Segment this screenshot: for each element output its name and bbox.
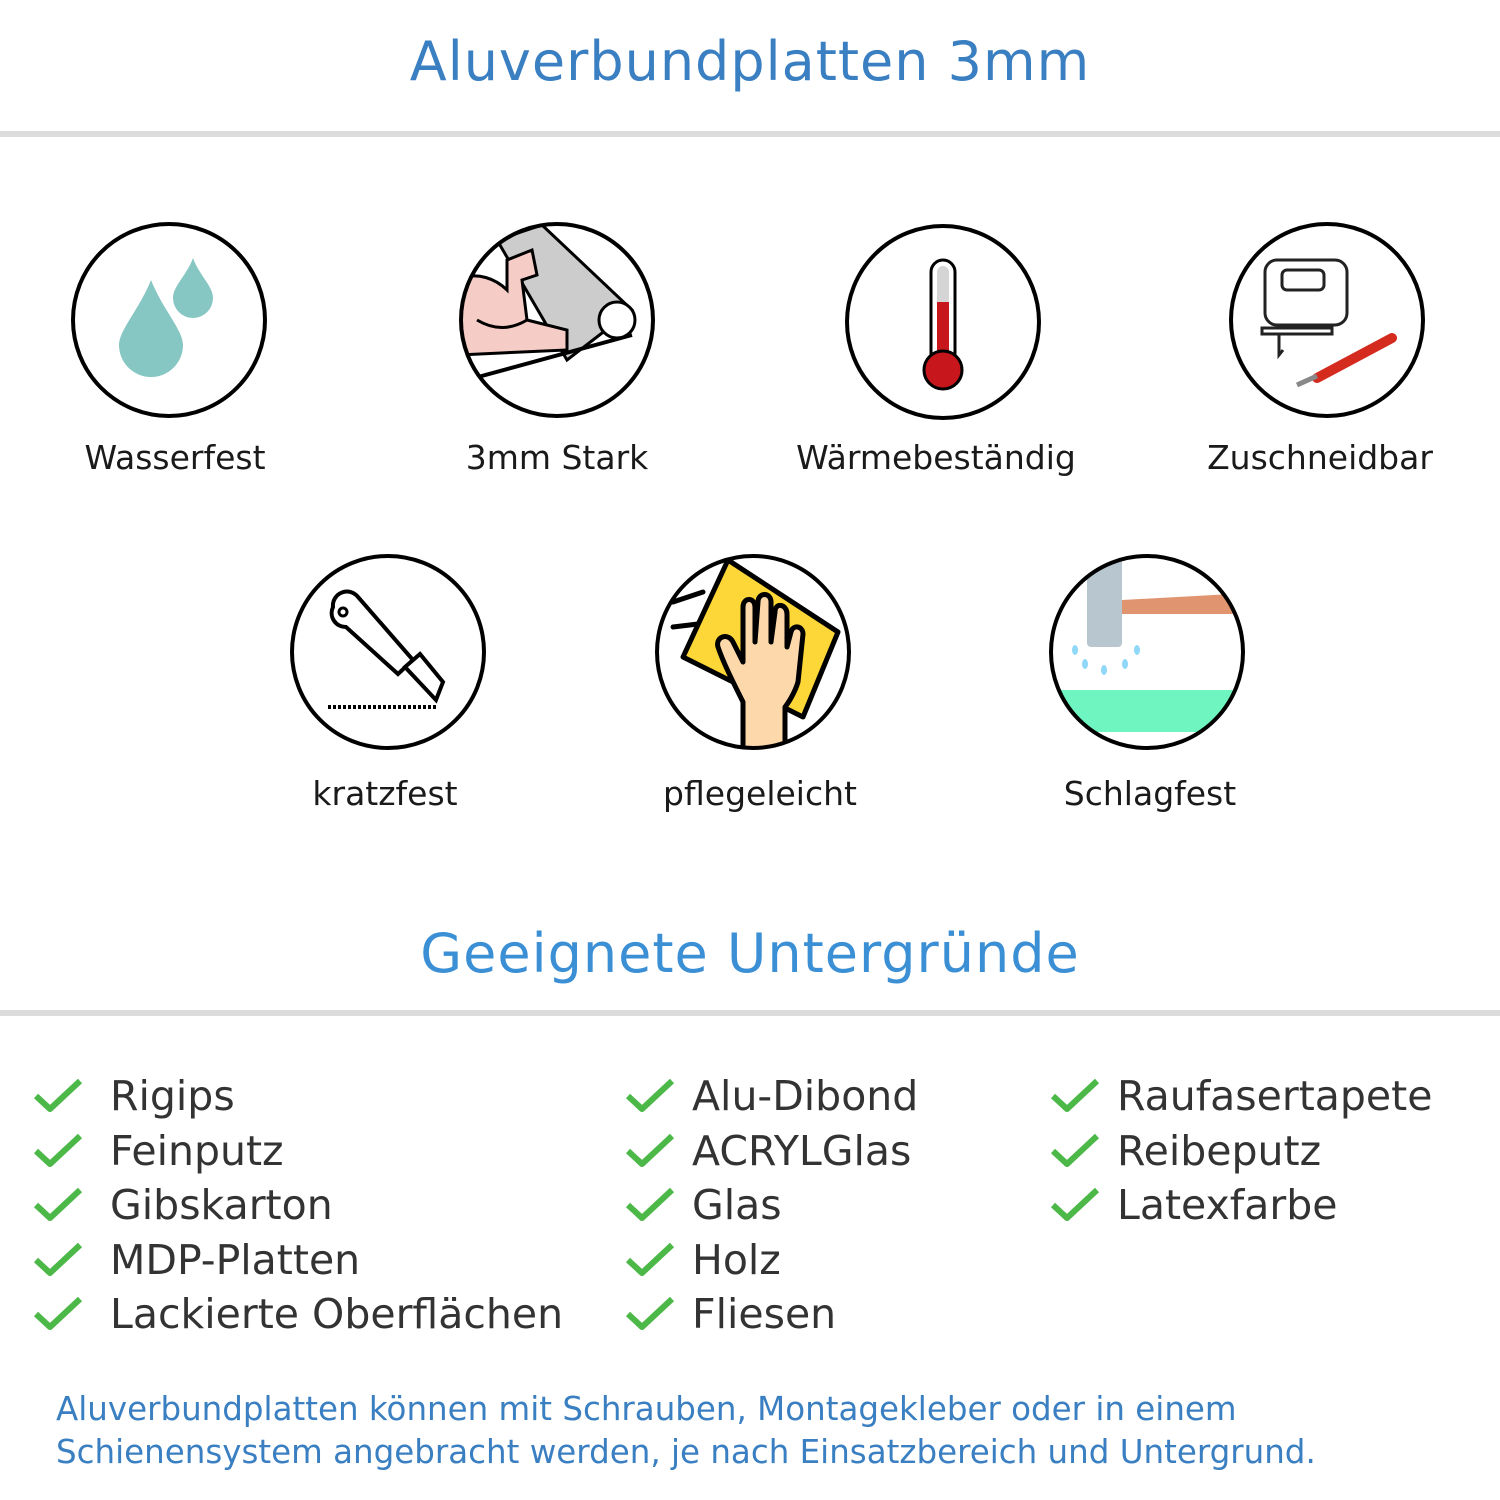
checkmark-icon (625, 1078, 675, 1112)
divider (0, 131, 1500, 137)
feature-label: Zuschneidbar (1207, 438, 1433, 477)
hammer-impact-icon (1049, 554, 1245, 750)
surface-item: Raufasertapete (1117, 1072, 1433, 1120)
checkmark-icon (625, 1242, 675, 1276)
surface-item: Latexfarbe (1117, 1181, 1338, 1229)
checkmark-icon (1050, 1133, 1100, 1167)
checkmark-icon (33, 1296, 83, 1330)
checkmark-icon (625, 1133, 675, 1167)
page-title: Aluverbundplatten 3mm (409, 30, 1091, 93)
utility-knife-icon (290, 554, 486, 750)
surface-item: Gibskarton (110, 1181, 333, 1229)
checkmark-icon (33, 1078, 83, 1112)
water-drops-icon (71, 222, 267, 418)
feature-label: kratzfest (312, 774, 458, 813)
footer-text-line2: Schienensystem angebracht werden, je nac… (56, 1433, 1316, 1471)
surfaces-heading: Geeignete Untergründe (420, 922, 1080, 985)
feature-label: pflegeleicht (663, 774, 857, 813)
surface-item: Feinputz (110, 1126, 284, 1175)
surface-item: MDP-Platten (110, 1235, 361, 1284)
strong-arm-icon (459, 222, 655, 418)
surface-item: Reibeputz (1117, 1126, 1322, 1175)
feature-label: 3mm Stark (465, 438, 649, 477)
surface-item: Alu-Dibond (692, 1072, 919, 1120)
surface-item: Glas (692, 1181, 782, 1229)
feature-label: Wasserfest (84, 438, 266, 477)
jigsaw-cutter-icon (1229, 222, 1425, 418)
surface-item: Rigips (110, 1072, 235, 1120)
checkmark-icon (33, 1187, 83, 1221)
divider (0, 1010, 1500, 1016)
footer-text-line1: Aluverbundplatten können mit Schrauben, … (56, 1390, 1237, 1428)
checkmark-icon (33, 1133, 83, 1167)
surface-item: Fliesen (692, 1290, 837, 1338)
checkmark-icon (625, 1187, 675, 1221)
surface-item: Holz (692, 1235, 781, 1284)
surface-item: Lackierte Oberflächen (110, 1290, 564, 1338)
surface-item: ACRYLGlas (692, 1126, 912, 1175)
checkmark-icon (625, 1296, 675, 1330)
checkmark-icon (33, 1242, 83, 1276)
thermometer-icon (845, 224, 1041, 420)
feature-label: Wärmebeständig (796, 438, 1076, 477)
checkmark-icon (1050, 1078, 1100, 1112)
feature-label: Schlagfest (1063, 774, 1237, 813)
checkmark-icon (1050, 1187, 1100, 1221)
cleaning-hand-icon (655, 554, 851, 750)
